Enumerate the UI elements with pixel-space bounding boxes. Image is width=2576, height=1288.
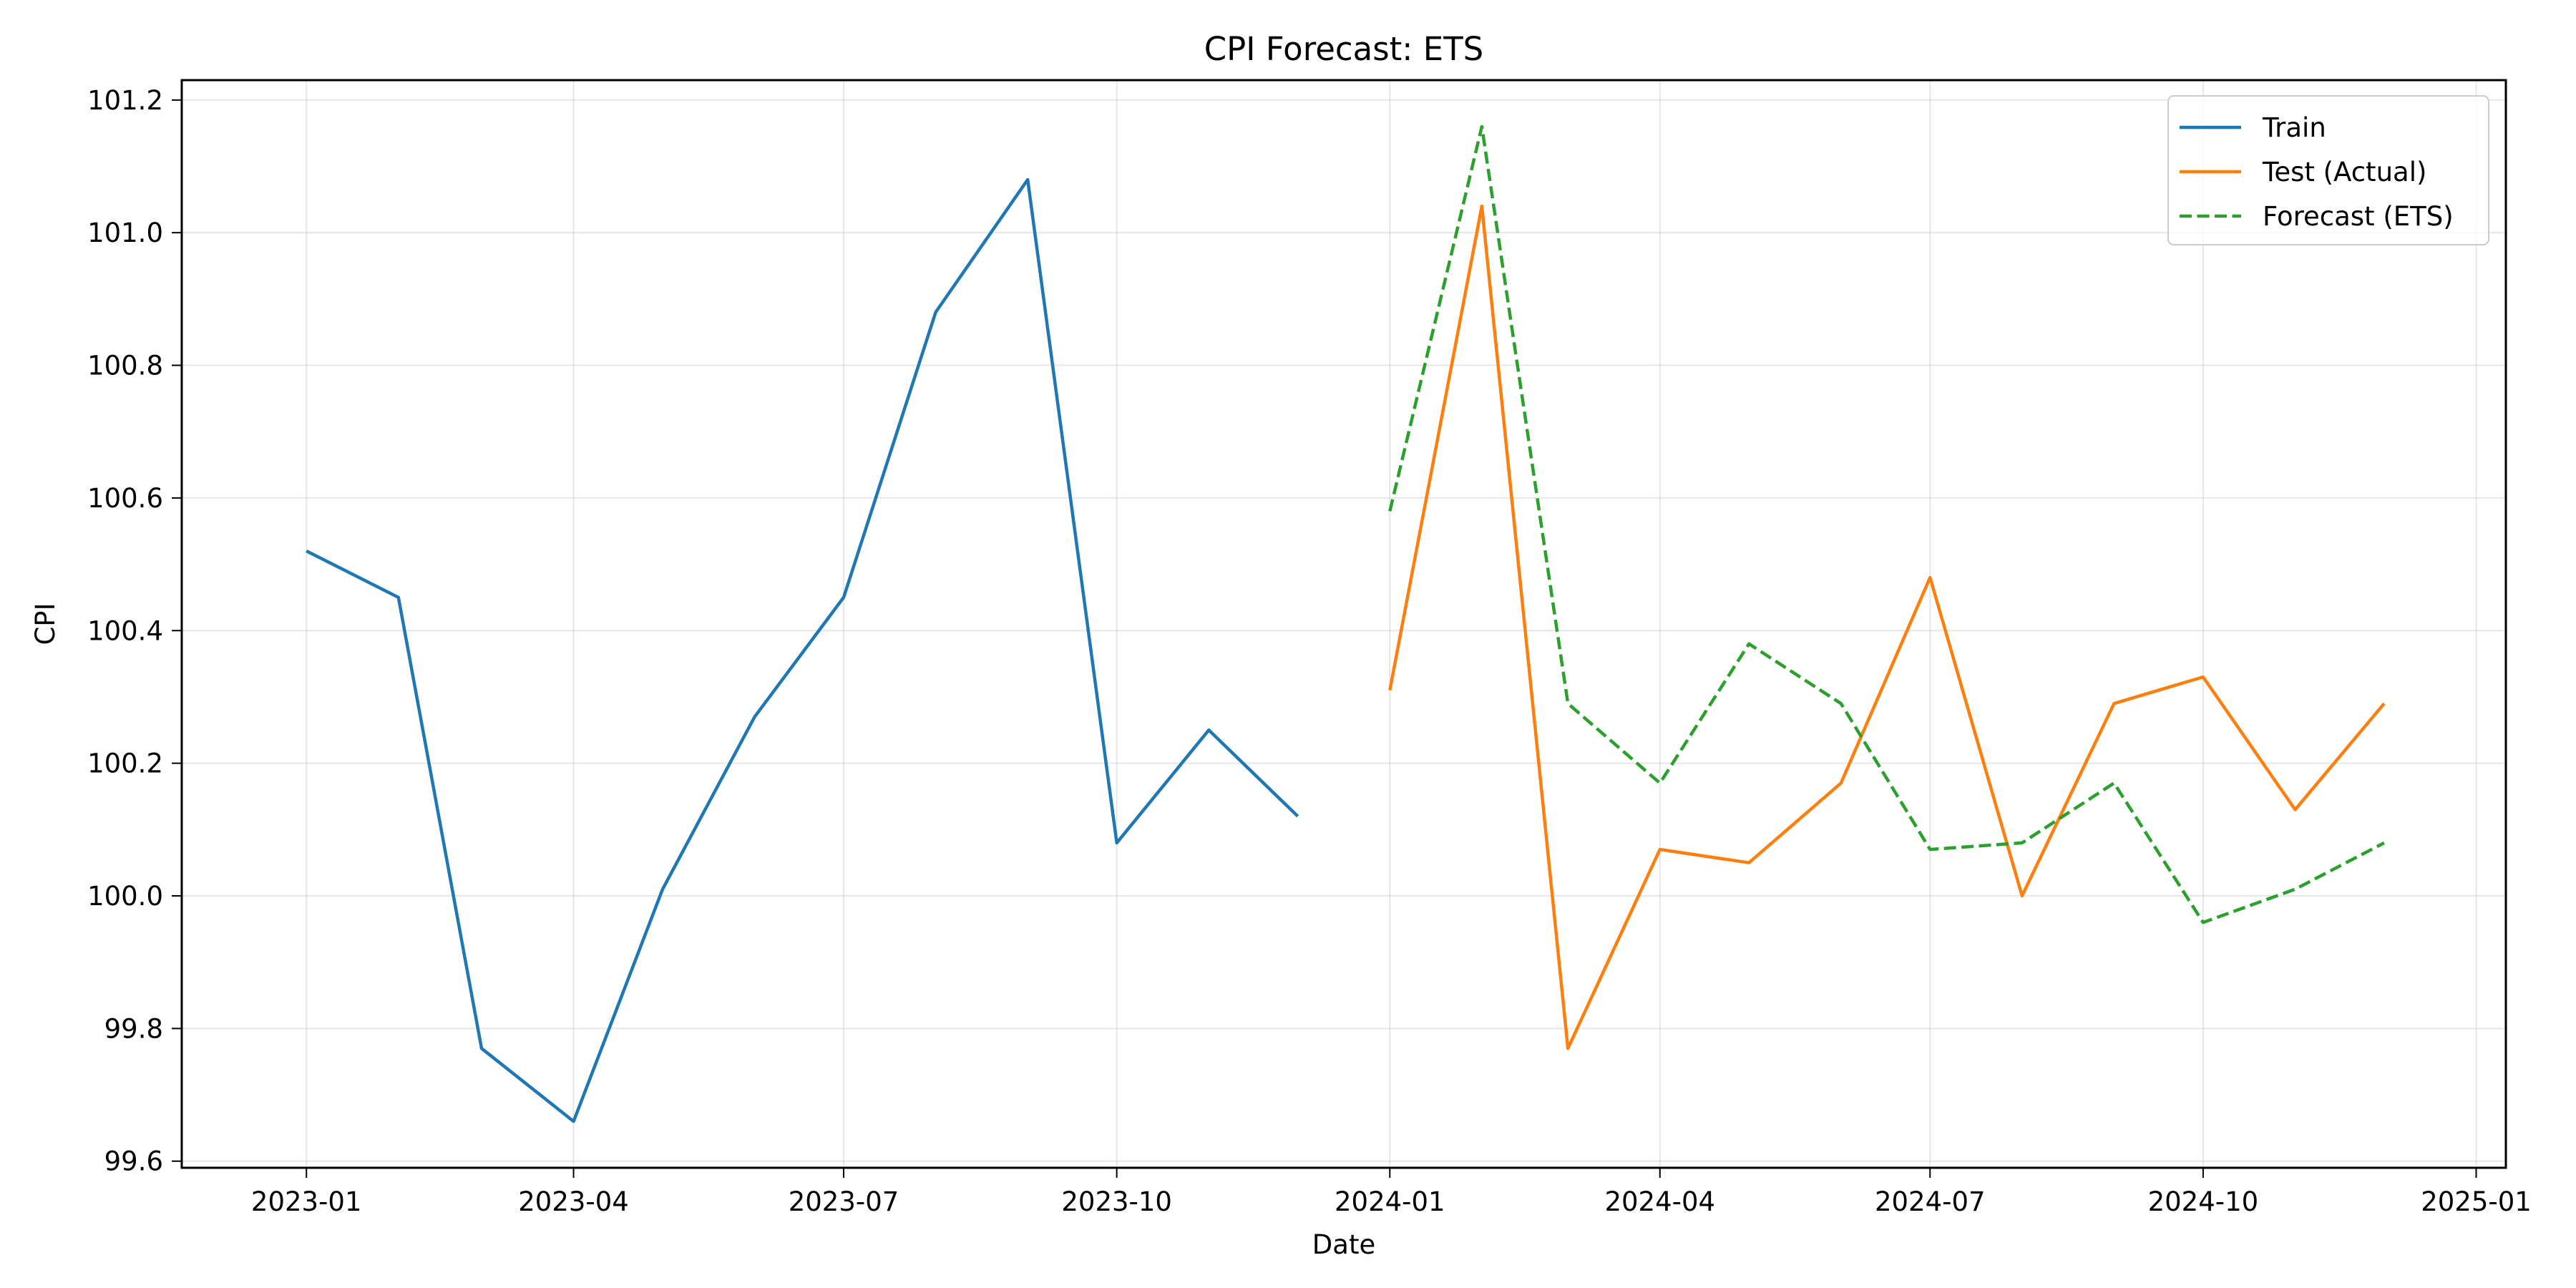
series-lines: [306, 125, 2386, 1123]
y-tick-label: 100.4: [87, 615, 163, 646]
x-tick-label: 2024-10: [2148, 1186, 2259, 1217]
y-tick-label: 100.0: [87, 881, 163, 912]
plot-area-frame: [180, 79, 2507, 1169]
x-tick-label: 2023-04: [518, 1186, 629, 1217]
series-line-train: [306, 177, 1299, 1123]
legend: Train Test (Actual) Forecast (ETS): [2167, 95, 2489, 245]
series-line-test-actual: [1388, 204, 2386, 1050]
legend-label: Forecast (ETS): [2263, 201, 2454, 232]
chart-title: CPI Forecast: ETS: [1204, 30, 1484, 68]
x-axis-ticks: 2023-01 2023-04 2023-07 2023-10 2024-01 2024-…: [251, 1168, 2532, 1217]
y-axis-ticks: 99.6 99.8 100.0 100.2 100.4 100.6 100.8 101.0 10…: [87, 85, 182, 1177]
y-tick-label: 99.8: [104, 1013, 163, 1044]
y-tick-label: 101.2: [87, 85, 163, 116]
x-tick-label: 2025-01: [2421, 1186, 2532, 1217]
x-tick-label: 2024-07: [1875, 1186, 1986, 1217]
y-tick-label: 100.2: [87, 748, 163, 779]
y-tick-label: 101.0: [87, 218, 163, 248]
y-tick-label: 100.8: [87, 351, 163, 381]
legend-label: Train: [2262, 112, 2326, 143]
grid-lines: [182, 80, 2506, 1168]
x-axis-label: Date: [1312, 1229, 1375, 1260]
y-axis-label: CPI: [30, 602, 61, 645]
x-tick-label: 2023-01: [251, 1186, 362, 1217]
x-tick-label: 2024-01: [1335, 1186, 1445, 1217]
y-tick-label: 100.6: [87, 483, 163, 514]
x-tick-label: 2023-07: [789, 1186, 899, 1217]
y-tick-label: 99.6: [104, 1146, 163, 1177]
x-tick-label: 2023-10: [1061, 1186, 1172, 1217]
series-line-forecast-ets: [1388, 125, 2385, 924]
legend-box: [2167, 95, 2489, 245]
x-tick-label: 2024-04: [1604, 1186, 1715, 1217]
legend-label: Test (Actual): [2262, 157, 2426, 187]
